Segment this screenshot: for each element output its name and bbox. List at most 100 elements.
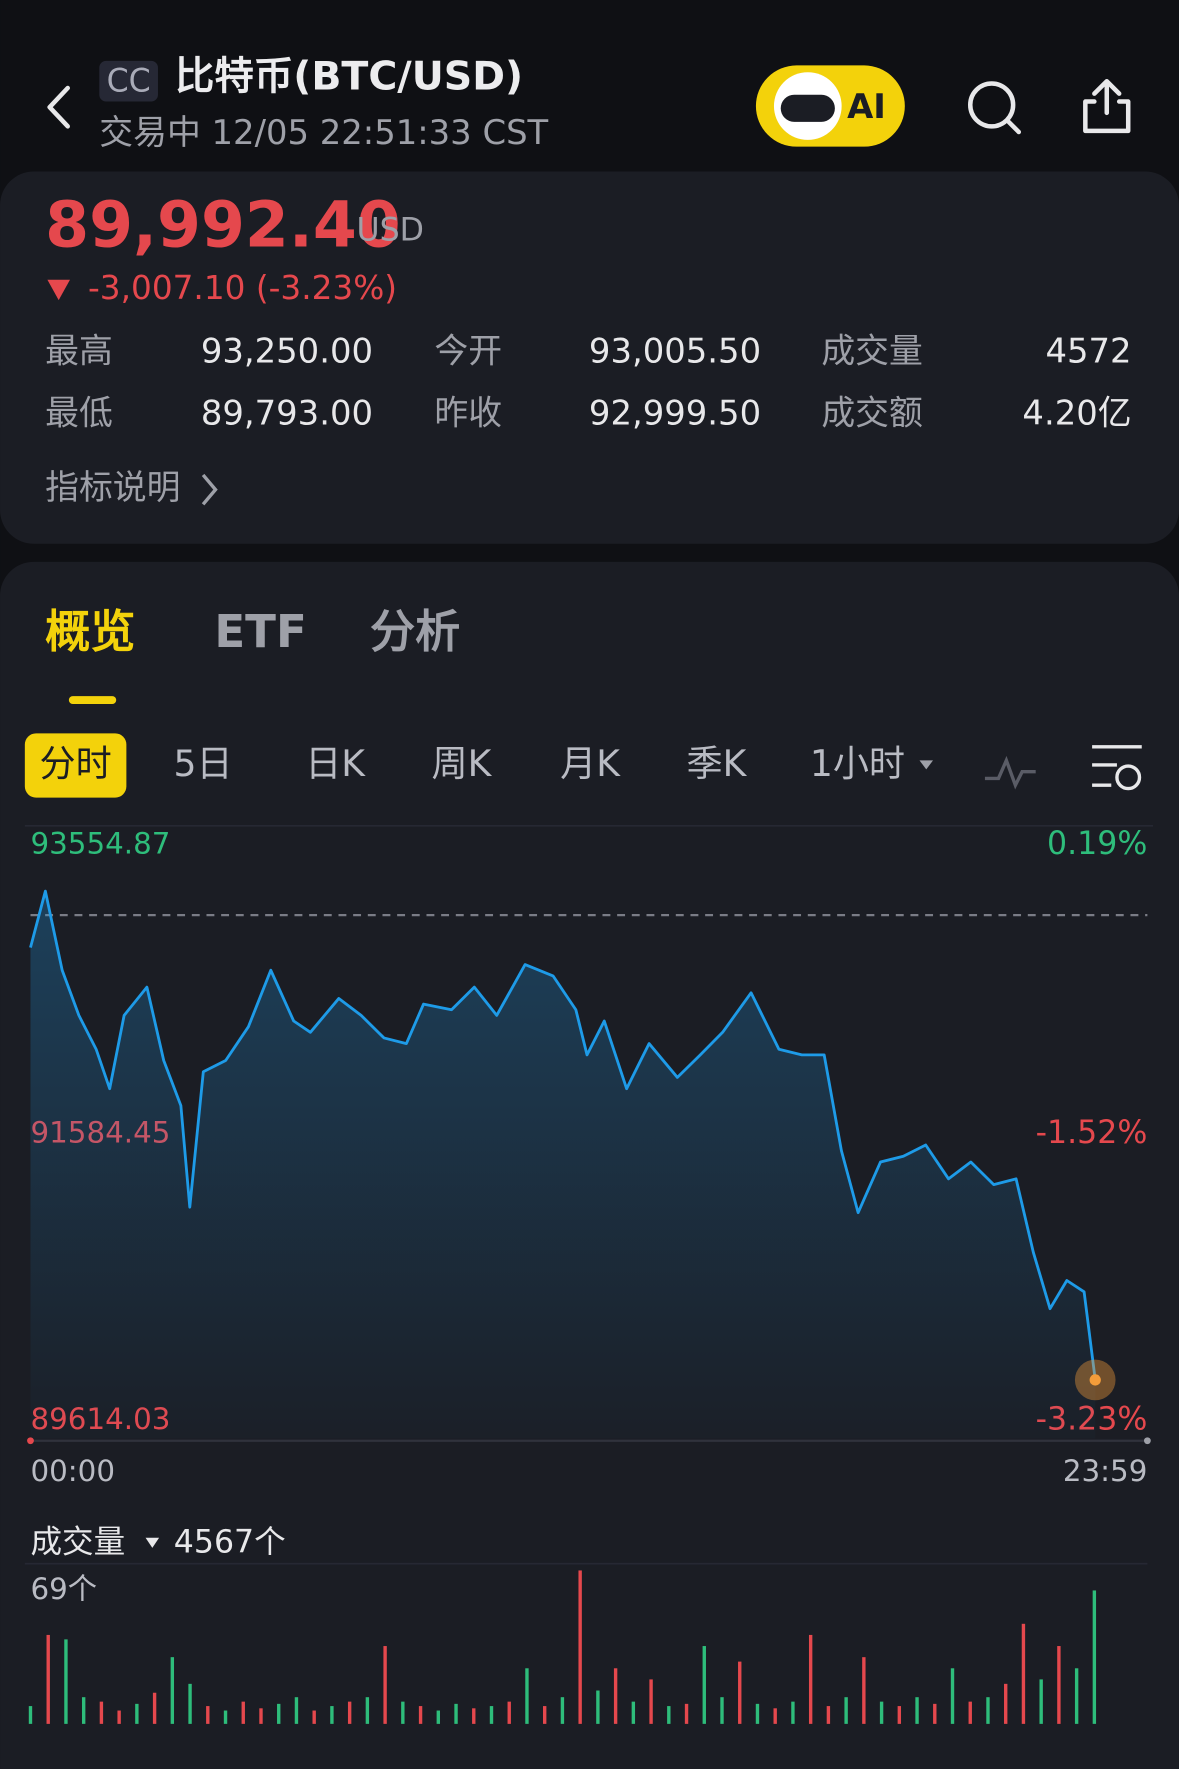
- volume-bar: [897, 1706, 902, 1724]
- period[interactable]: 5日: [174, 742, 233, 785]
- ai-button[interactable]: AI: [755, 65, 905, 147]
- volume-bar: [1057, 1646, 1061, 1724]
- currency: USD: [357, 212, 424, 248]
- stat-label: 今开: [434, 332, 502, 371]
- y-tick-label: 93554.87: [30, 827, 170, 861]
- volume-bar: [1039, 1679, 1043, 1724]
- volume-bar: [436, 1710, 440, 1724]
- volume-bar: [1021, 1623, 1026, 1724]
- tabs: 概览 ETF 分析: [45, 605, 460, 704]
- settings-gear: [1115, 764, 1142, 791]
- indicator-link[interactable]: 指标说明: [45, 468, 180, 507]
- dropdown-arrow: [919, 760, 934, 770]
- volume-tick-label: 69个: [30, 1572, 97, 1606]
- stat-label: 昨收: [434, 394, 502, 433]
- volume-bar: [1074, 1668, 1079, 1724]
- volume-bar: [631, 1701, 636, 1724]
- volume-bar: [808, 1634, 813, 1724]
- volume-title: 成交量: [30, 1524, 125, 1560]
- period[interactable]: 月K: [560, 742, 621, 785]
- indicator-icon[interactable]: [984, 755, 1036, 790]
- period[interactable]: 季K: [687, 742, 748, 785]
- settings-icon[interactable]: [1092, 745, 1142, 791]
- stat-value: 4572: [1046, 332, 1132, 371]
- volume-bar: [117, 1710, 121, 1724]
- volume-bar: [259, 1708, 263, 1724]
- price-line: [29, 889, 1097, 1381]
- stat-label: 成交量: [821, 332, 922, 371]
- back-button[interactable]: [47, 85, 70, 129]
- stat-label: 最高: [45, 332, 113, 371]
- periods: 分时 5日 日K 周K 月K 季K 1小时: [24, 733, 934, 798]
- volume-bar: [933, 1703, 937, 1724]
- price-chart: 93554.870.19%91584.45-1.52%89614.03-3.23…: [27, 826, 1151, 1488]
- stat-value: 89,793.00: [201, 394, 373, 433]
- share-arrow: [1092, 78, 1122, 116]
- volume-bar: [365, 1697, 370, 1724]
- volume-bar: [241, 1701, 245, 1724]
- volume-bar: [542, 1706, 547, 1724]
- volume-bar: [489, 1706, 494, 1724]
- volume-bar: [64, 1639, 68, 1724]
- period-active-bg: [24, 733, 127, 798]
- x-tick-label: 00:00: [30, 1454, 115, 1488]
- search-button[interactable]: [968, 81, 1022, 135]
- stat-label: 最低: [45, 394, 113, 433]
- volume-bar: [1092, 1590, 1097, 1724]
- volume-bar: [81, 1697, 86, 1724]
- volume-bar: [188, 1683, 192, 1724]
- volume-bar: [1004, 1683, 1008, 1724]
- tab[interactable]: 概览: [45, 605, 135, 658]
- volume-bar: [152, 1692, 157, 1724]
- volume-bar: [613, 1668, 618, 1724]
- volume-bar: [755, 1703, 760, 1724]
- volume-bar: [720, 1697, 724, 1724]
- volume-bar: [968, 1701, 972, 1724]
- volume-bar: [649, 1679, 653, 1724]
- share-button[interactable]: [1083, 78, 1131, 134]
- volume-bar: [773, 1708, 777, 1724]
- volume-bar: [684, 1703, 689, 1724]
- volume-bar: [791, 1701, 795, 1724]
- volume-bar: [862, 1657, 866, 1724]
- volume-bar: [844, 1697, 848, 1724]
- down-arrow: [47, 279, 70, 301]
- change: -3,007.10 (-3.23%): [88, 269, 397, 307]
- price-area: [30, 891, 1096, 1439]
- volume-bar: [99, 1701, 104, 1724]
- period[interactable]: 周K: [432, 742, 493, 785]
- volume-bar: [879, 1701, 884, 1724]
- volume-chart: 成交量 4567个 69个: [24, 1524, 1148, 1724]
- volume-bar: [294, 1697, 299, 1724]
- volume-bar: [46, 1634, 50, 1724]
- badge-bg: [99, 60, 158, 102]
- volume-bar: [667, 1706, 671, 1724]
- last-point: [1089, 1374, 1101, 1386]
- volume-bar: [28, 1706, 33, 1724]
- volume-bar: [560, 1697, 565, 1724]
- tab[interactable]: ETF: [214, 605, 306, 658]
- volume-bar: [401, 1701, 405, 1724]
- volume-bar: [950, 1668, 955, 1724]
- period[interactable]: 分时: [40, 742, 112, 785]
- stat-value: 93,250.00: [201, 332, 373, 371]
- search-icon: [968, 81, 1016, 129]
- axis-end: [1144, 1437, 1151, 1445]
- chevron: [201, 473, 218, 506]
- percent-label: -1.52%: [1036, 1115, 1148, 1151]
- share-box: [1083, 99, 1131, 134]
- percent-label: 0.19%: [1047, 826, 1147, 862]
- x-tick-label: 23:59: [1063, 1454, 1148, 1488]
- ai-label: AI: [847, 87, 886, 126]
- period[interactable]: 日K: [305, 742, 366, 785]
- tab[interactable]: 分析: [370, 605, 460, 658]
- volume-bar: [277, 1703, 281, 1724]
- period[interactable]: 1小时: [810, 742, 905, 785]
- price: 89,992.40: [45, 188, 401, 262]
- volume-bar: [206, 1706, 210, 1724]
- volume-bar: [986, 1697, 990, 1724]
- volume-bar: [347, 1701, 352, 1724]
- volume-dropdown: [145, 1537, 160, 1548]
- volume-bar: [596, 1690, 600, 1724]
- status: 交易中 12/05 22:51:33 CST: [99, 113, 548, 152]
